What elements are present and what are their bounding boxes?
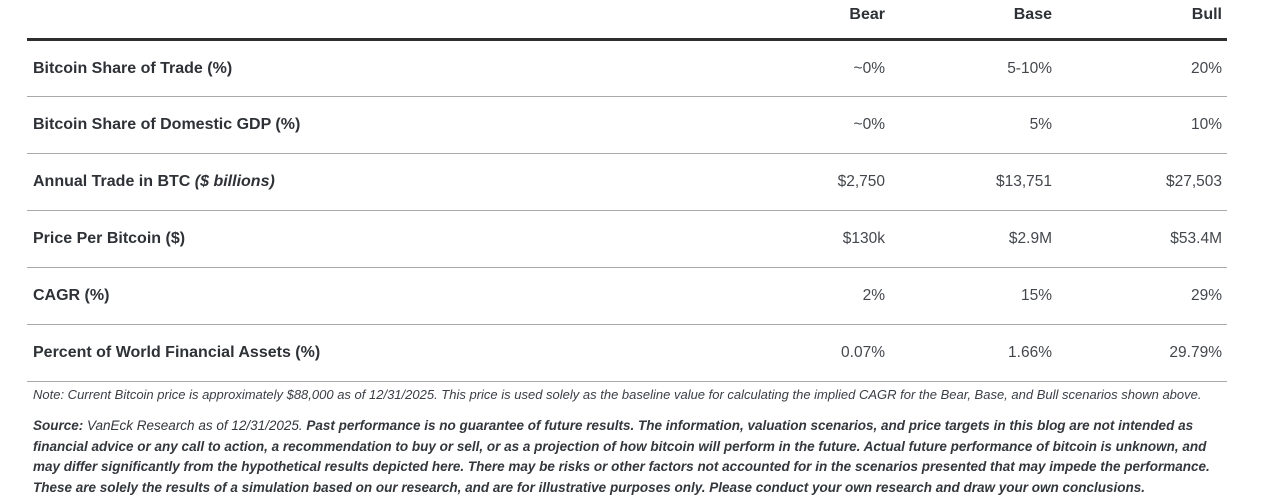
- row-label-text: Bitcoin Share of Domestic GDP (%): [33, 116, 301, 133]
- corner-cell: [27, 0, 722, 41]
- cell-value: $2.9M: [890, 210, 1057, 268]
- table-header: Bear Base Bull: [27, 0, 1227, 41]
- cell-value: ~0%: [722, 39, 890, 97]
- row-label-text: Price Per Bitcoin ($): [33, 230, 186, 247]
- cell-value: 2%: [722, 267, 890, 325]
- row-label: Percent of World Financial Assets (%): [27, 324, 722, 382]
- cell-value: ~0%: [722, 96, 890, 154]
- cell-value: 29.79%: [1057, 324, 1227, 382]
- source-label: Source:: [33, 418, 84, 433]
- row-label: Bitcoin Share of Domestic GDP (%): [27, 96, 722, 154]
- cell-value: 15%: [890, 267, 1057, 325]
- cell-value: 20%: [1057, 39, 1227, 97]
- cell-value: $130k: [722, 210, 890, 268]
- col-header-bear: Bear: [722, 0, 890, 41]
- cell-value: $13,751: [890, 153, 1057, 211]
- table-row: CAGR (%) 2% 15% 29%: [27, 267, 1227, 325]
- cell-value: 1.66%: [890, 324, 1057, 382]
- cell-value: 29%: [1057, 267, 1227, 325]
- source-bold-text: Past performance is no guarantee of futu…: [33, 418, 1210, 495]
- row-label: CAGR (%): [27, 267, 722, 325]
- table-row: Price Per Bitcoin ($) $130k $2.9M $53.4M: [27, 210, 1227, 268]
- cell-value: 10%: [1057, 96, 1227, 154]
- row-label: Bitcoin Share of Trade (%): [27, 39, 722, 97]
- row-label-text: Annual Trade in BTC: [33, 173, 191, 190]
- row-label-text: CAGR (%): [33, 287, 110, 304]
- col-header-bull: Bull: [1057, 0, 1227, 41]
- row-label-text: Bitcoin Share of Trade (%): [33, 59, 233, 77]
- table-body: Bitcoin Share of Trade (%) ~0% 5-10% 20%…: [27, 39, 1227, 382]
- row-label-italic: ($ billions): [190, 173, 275, 190]
- cell-value: 5-10%: [890, 39, 1057, 97]
- cell-value: 0.07%: [722, 324, 890, 382]
- source-disclaimer: Source: VanEck Research as of 12/31/2025…: [33, 416, 1233, 498]
- table-row: Bitcoin Share of Domestic GDP (%) ~0% 5%…: [27, 96, 1227, 154]
- row-label: Price Per Bitcoin ($): [27, 210, 722, 268]
- table-row: Percent of World Financial Assets (%) 0.…: [27, 324, 1227, 382]
- cell-value: $2,750: [722, 153, 890, 211]
- scenario-table-container: Bear Base Bull Bitcoin Share of Trade (%…: [27, 0, 1227, 498]
- cell-value: $27,503: [1057, 153, 1227, 211]
- col-header-base: Base: [890, 0, 1057, 41]
- header-row: Bear Base Bull: [27, 0, 1227, 41]
- row-label-text: Percent of World Financial Assets (%): [33, 344, 321, 361]
- bitcoin-scenario-table: Bear Base Bull Bitcoin Share of Trade (%…: [27, 0, 1227, 382]
- row-label: Annual Trade in BTC ($ billions): [27, 153, 722, 211]
- note-text: Note: Current Bitcoin price is approxima…: [33, 387, 1202, 402]
- source-plain-text: VanEck Research as of 12/31/2025.: [83, 418, 307, 433]
- table-row: Bitcoin Share of Trade (%) ~0% 5-10% 20%: [27, 39, 1227, 97]
- cell-value: $53.4M: [1057, 210, 1227, 268]
- cell-value: 5%: [890, 96, 1057, 154]
- table-row: Annual Trade in BTC ($ billions) $2,750 …: [27, 153, 1227, 211]
